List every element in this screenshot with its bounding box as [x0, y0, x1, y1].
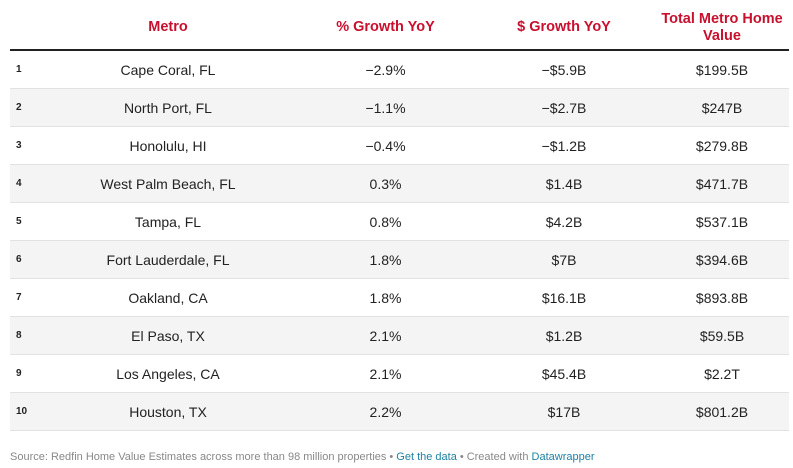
rank-cell: 4 — [10, 164, 38, 203]
pct-growth-cell: 2.2% — [298, 392, 473, 431]
rank-cell: 10 — [10, 392, 38, 431]
metro-cell: Oakland, CA — [38, 278, 298, 317]
total-value-cell: $279.8B — [655, 126, 789, 165]
pct-growth-cell: −2.9% — [298, 50, 473, 89]
dollar-growth-cell: −$5.9B — [473, 50, 655, 89]
metro-cell: North Port, FL — [38, 88, 298, 127]
footer-separator: • — [389, 451, 394, 463]
header-rank — [10, 6, 38, 51]
source-note: Source: Redfin Home Value Estimates acro… — [10, 451, 387, 463]
rank-cell: 3 — [10, 126, 38, 165]
table-row: 2 North Port, FL −1.1% −$2.7B $247B — [10, 88, 789, 127]
metro-cell: Fort Lauderdale, FL — [38, 240, 298, 279]
datawrapper-link[interactable]: Datawrapper — [531, 451, 595, 463]
total-value-cell: $537.1B — [655, 202, 789, 241]
metro-cell: Honolulu, HI — [38, 126, 298, 165]
table-row: 9 Los Angeles, CA 2.1% $45.4B $2.2T — [10, 354, 789, 393]
dollar-growth-cell: $17B — [473, 392, 655, 431]
table-row: 5 Tampa, FL 0.8% $4.2B $537.1B — [10, 202, 789, 241]
dollar-growth-cell: $1.2B — [473, 316, 655, 355]
rank-cell: 5 — [10, 202, 38, 241]
rank-cell: 6 — [10, 240, 38, 279]
table-row: 8 El Paso, TX 2.1% $1.2B $59.5B — [10, 316, 789, 355]
pct-growth-cell: −1.1% — [298, 88, 473, 127]
header-total-value[interactable]: Total Metro Home Value — [655, 6, 789, 51]
metro-cell: Tampa, FL — [38, 202, 298, 241]
dollar-growth-cell: −$2.7B — [473, 88, 655, 127]
get-the-data-link[interactable]: Get the data — [396, 451, 457, 463]
footer-separator: • — [459, 451, 464, 463]
table-header-row: Metro % Growth YoY $ Growth YoY Total Me… — [10, 6, 789, 51]
footer: Source: Redfin Home Value Estimates acro… — [10, 451, 595, 463]
metro-cell: Los Angeles, CA — [38, 354, 298, 393]
pct-growth-cell: 2.1% — [298, 354, 473, 393]
pct-growth-cell: 1.8% — [298, 240, 473, 279]
pct-growth-cell: 2.1% — [298, 316, 473, 355]
data-table: Metro % Growth YoY $ Growth YoY Total Me… — [10, 6, 789, 431]
rank-cell: 2 — [10, 88, 38, 127]
total-value-cell: $247B — [655, 88, 789, 127]
rank-cell: 9 — [10, 354, 38, 393]
dollar-growth-cell: $45.4B — [473, 354, 655, 393]
table-row: 3 Honolulu, HI −0.4% −$1.2B $279.8B — [10, 126, 789, 165]
pct-growth-cell: 1.8% — [298, 278, 473, 317]
metro-cell: Houston, TX — [38, 392, 298, 431]
header-dollar-growth[interactable]: $ Growth YoY — [473, 6, 655, 51]
dollar-growth-cell: −$1.2B — [473, 126, 655, 165]
metro-cell: Cape Coral, FL — [38, 50, 298, 89]
created-with-label: Created with — [466, 451, 529, 463]
table-row: 10 Houston, TX 2.2% $17B $801.2B — [10, 392, 789, 431]
pct-growth-cell: −0.4% — [298, 126, 473, 165]
rank-cell: 1 — [10, 50, 38, 89]
total-value-cell: $394.6B — [655, 240, 789, 279]
table-row: 6 Fort Lauderdale, FL 1.8% $7B $394.6B — [10, 240, 789, 279]
dollar-growth-cell: $4.2B — [473, 202, 655, 241]
total-value-cell: $801.2B — [655, 392, 789, 431]
header-metro[interactable]: Metro — [38, 6, 298, 51]
rank-cell: 7 — [10, 278, 38, 317]
total-value-cell: $199.5B — [655, 50, 789, 89]
rank-cell: 8 — [10, 316, 38, 355]
dollar-growth-cell: $7B — [473, 240, 655, 279]
header-pct-growth[interactable]: % Growth YoY — [298, 6, 473, 51]
total-value-cell: $893.8B — [655, 278, 789, 317]
table-row: 4 West Palm Beach, FL 0.3% $1.4B $471.7B — [10, 164, 789, 203]
dollar-growth-cell: $1.4B — [473, 164, 655, 203]
total-value-cell: $2.2T — [655, 354, 789, 393]
metro-cell: El Paso, TX — [38, 316, 298, 355]
total-value-cell: $59.5B — [655, 316, 789, 355]
table-body: 1 Cape Coral, FL −2.9% −$5.9B $199.5B 2 North … — [10, 50, 789, 431]
table-row: 7 Oakland, CA 1.8% $16.1B $893.8B — [10, 278, 789, 317]
pct-growth-cell: 0.3% — [298, 164, 473, 203]
total-value-cell: $471.7B — [655, 164, 789, 203]
pct-growth-cell: 0.8% — [298, 202, 473, 241]
metro-cell: West Palm Beach, FL — [38, 164, 298, 203]
dollar-growth-cell: $16.1B — [473, 278, 655, 317]
table-row: 1 Cape Coral, FL −2.9% −$5.9B $199.5B — [10, 50, 789, 89]
